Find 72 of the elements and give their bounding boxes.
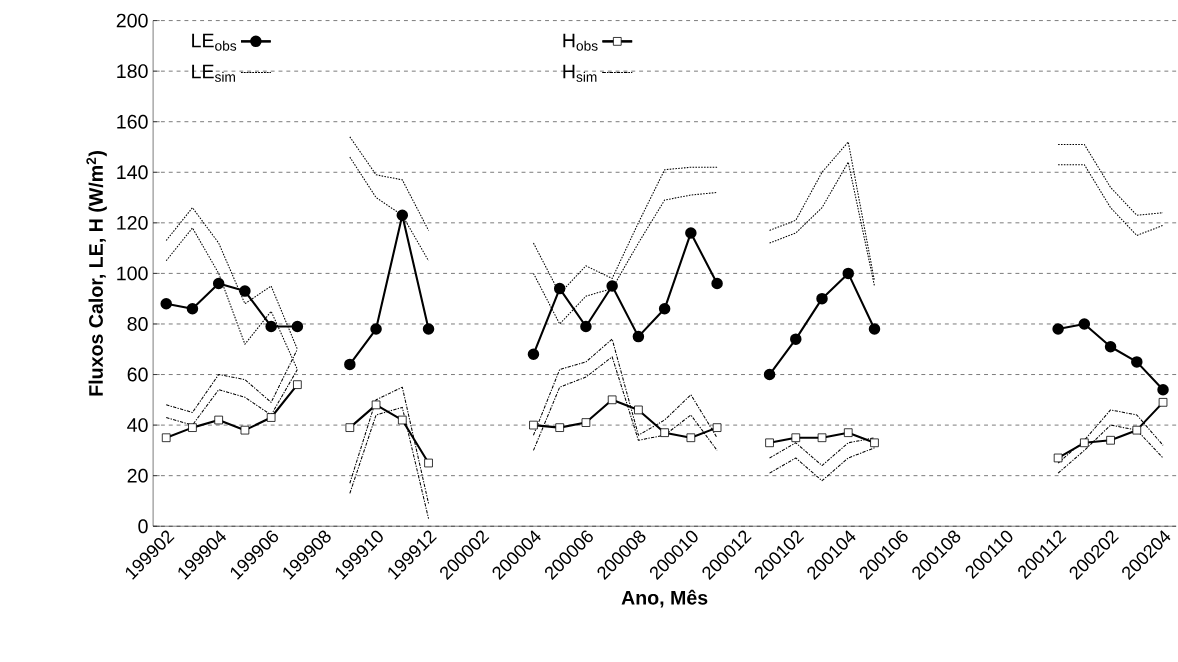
point [1106, 435, 1115, 445]
point [607, 395, 617, 404]
point [842, 267, 854, 279]
point [581, 418, 591, 427]
point [686, 433, 696, 442]
point [214, 415, 223, 425]
point [870, 438, 879, 447]
point [1132, 425, 1142, 435]
point [291, 320, 304, 333]
legend-label: H$_{obs}$ [563, 33, 598, 51]
y-tick-label: 120 [117, 215, 148, 230]
legend-label: LE$_{sim}$ [192, 64, 235, 82]
point [553, 282, 566, 295]
point [816, 292, 828, 305]
point [397, 415, 407, 425]
point [212, 277, 225, 290]
point [1104, 340, 1117, 353]
y-tick-label: 60 [127, 367, 148, 382]
point [660, 428, 669, 437]
point [843, 428, 853, 437]
legend-label: H$_{sim}$ [563, 64, 597, 82]
point [817, 433, 827, 442]
point [345, 423, 355, 432]
point [422, 323, 435, 335]
x-axis-title: Ano, Mês [621, 589, 708, 608]
point [1157, 383, 1169, 396]
point [1078, 317, 1091, 330]
legend-label: LE$_{obs}$ [192, 33, 237, 51]
y-tick-label: 140 [117, 165, 148, 179]
point [658, 302, 671, 315]
y-tick-label: 80 [127, 316, 148, 331]
point [1053, 453, 1063, 463]
point [868, 323, 881, 335]
point [791, 433, 801, 442]
point [634, 405, 643, 415]
y-tick-label: 20 [127, 468, 148, 483]
y-axis-title: Fluxos Calor, LE, H (W/m$^{2}$) [86, 150, 107, 396]
point [370, 323, 382, 335]
point [265, 320, 277, 333]
point [239, 285, 251, 297]
point [1131, 355, 1143, 368]
point [555, 423, 565, 432]
point [632, 330, 645, 343]
point [765, 438, 774, 447]
y-tick-label: 200 [116, 13, 148, 28]
point [186, 302, 199, 315]
point [266, 412, 276, 422]
y-tick-label: 180 [117, 63, 148, 78]
point [188, 423, 197, 432]
point [527, 348, 540, 360]
y-tick-label: 40 [127, 417, 148, 432]
y-tick-label: 160 [117, 114, 148, 129]
point [685, 226, 697, 239]
point [424, 458, 433, 468]
point [344, 358, 356, 370]
point [1158, 397, 1168, 407]
point [240, 425, 250, 435]
point [580, 320, 592, 333]
point [711, 277, 723, 290]
point [529, 420, 538, 430]
point [763, 368, 776, 381]
point [160, 297, 172, 310]
point [293, 380, 302, 389]
point [1052, 323, 1064, 335]
point [161, 433, 171, 442]
point [606, 280, 618, 292]
point [790, 333, 802, 345]
point [371, 400, 381, 409]
point [712, 423, 722, 432]
y-tick-label: 100 [117, 266, 148, 281]
point [1080, 438, 1089, 447]
point [396, 209, 409, 221]
